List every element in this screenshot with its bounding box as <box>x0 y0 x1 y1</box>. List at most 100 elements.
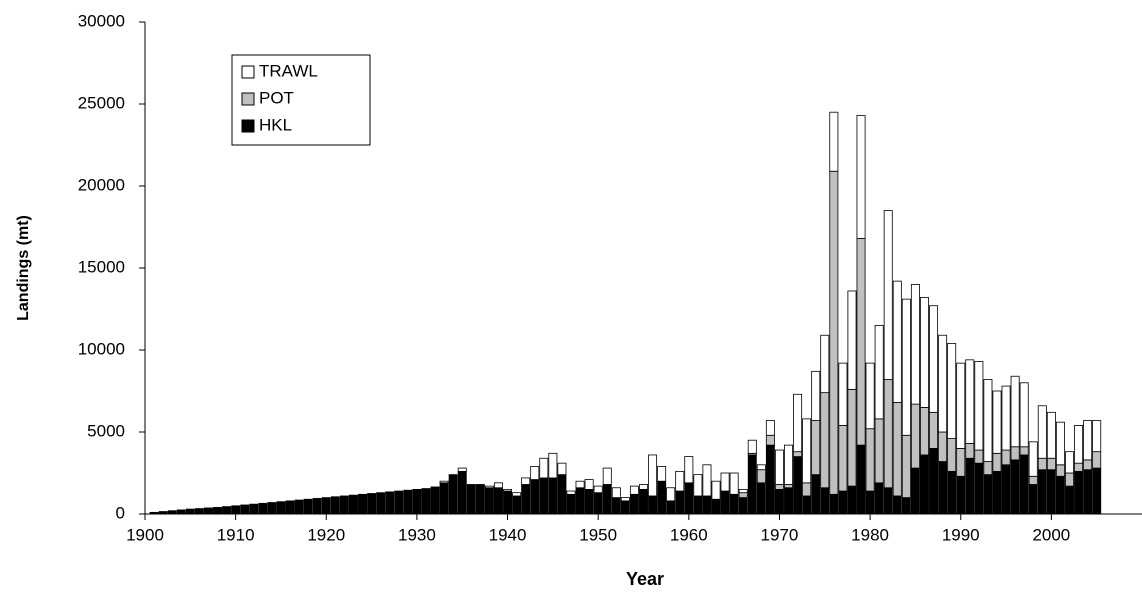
bar-segment <box>1055 421 1065 466</box>
bar-segment <box>648 454 658 497</box>
bar-segment <box>666 500 676 515</box>
bar-segment <box>793 451 803 457</box>
legend-swatch <box>241 92 255 106</box>
bar-segment <box>929 305 939 413</box>
bar-segment <box>494 482 503 489</box>
bar-segment <box>947 343 957 439</box>
x-tick-label: 1970 <box>761 525 799 544</box>
bar-segment <box>1065 451 1074 474</box>
bar-segment <box>738 492 748 498</box>
bar-segment <box>901 434 911 498</box>
x-tick-label: 1960 <box>670 525 708 544</box>
bar-segment <box>412 488 422 515</box>
bar-segment <box>729 493 739 515</box>
bar-segment <box>575 487 585 515</box>
bar-segment <box>466 484 476 515</box>
bar-segment <box>865 428 875 492</box>
bar-segment <box>348 494 358 515</box>
bar-segment <box>203 507 213 515</box>
x-tick-label: 1990 <box>942 525 980 544</box>
bar-segment <box>593 492 603 515</box>
bar-segment <box>629 485 639 495</box>
bar-segment <box>1065 472 1074 487</box>
bar-segment <box>1019 454 1029 515</box>
bar-segment <box>1019 446 1029 456</box>
bar-segment <box>856 115 866 239</box>
bar-segment <box>611 497 621 515</box>
bar-segment <box>865 362 875 430</box>
bar-segment <box>811 474 821 515</box>
y-tick-label: 25000 <box>78 93 125 112</box>
bar-segment <box>693 495 703 515</box>
bar-segment <box>1001 464 1011 515</box>
bar-segment <box>376 492 386 515</box>
legend-label: HKL <box>259 115 292 134</box>
bar-segment <box>512 495 522 515</box>
bar-segment <box>901 298 911 436</box>
bar-segment <box>484 487 494 515</box>
bar-segment <box>965 457 975 515</box>
bar-segment <box>983 474 993 515</box>
bar-segment <box>765 444 775 515</box>
bar-segment <box>738 497 748 515</box>
bar-segment <box>947 438 957 472</box>
bar-segment <box>765 420 775 436</box>
bar-segment <box>702 464 712 497</box>
bar-segment <box>892 495 902 515</box>
bar-segment <box>566 490 576 495</box>
bar-segment <box>358 493 368 515</box>
bar-segment <box>530 479 540 515</box>
bar-segment <box>240 504 250 515</box>
bar-segment <box>1055 464 1065 477</box>
bar-segment <box>457 467 467 472</box>
bar-segment <box>684 482 694 515</box>
bar-segment <box>530 466 540 480</box>
bar-segment <box>620 497 630 502</box>
bar-segment <box>639 488 648 515</box>
bar-segment <box>811 420 821 476</box>
bar-segment <box>1046 411 1056 459</box>
bar-segment <box>774 484 784 490</box>
bar-segment <box>910 283 920 405</box>
bar-segment <box>983 461 993 476</box>
bar-segment <box>448 474 458 515</box>
bar-segment <box>185 508 195 515</box>
x-axis-label: Year <box>626 569 664 589</box>
bar-segment <box>176 509 186 515</box>
bar-segment <box>484 485 494 489</box>
bar-segment <box>1028 484 1038 515</box>
bar-segment <box>802 418 812 484</box>
bar-segment <box>847 388 857 487</box>
bar-segment <box>747 439 757 454</box>
x-tick-label: 1930 <box>398 525 436 544</box>
x-tick-label: 1980 <box>851 525 889 544</box>
bar-segment <box>258 502 268 515</box>
bar-segment <box>294 499 304 515</box>
x-tick-label: 1900 <box>126 525 164 544</box>
bar-segment <box>1010 459 1020 515</box>
bar-segment <box>883 487 893 515</box>
bar-segment <box>648 495 658 515</box>
bar-segment <box>1074 425 1084 464</box>
bar-segment <box>829 111 839 172</box>
bar-segment <box>938 461 948 515</box>
bar-segment <box>956 447 966 477</box>
bar-segment <box>793 456 803 515</box>
bar-segment <box>267 502 277 515</box>
bar-segment <box>747 454 757 515</box>
x-tick-label: 2000 <box>1032 525 1070 544</box>
x-tick-label: 1910 <box>217 525 255 544</box>
bar-segment <box>874 324 884 420</box>
legend-swatch <box>241 119 255 133</box>
bar-segment <box>793 393 803 453</box>
bar-segment <box>838 490 848 515</box>
bar-segment <box>910 403 920 469</box>
bar-segment <box>702 495 712 515</box>
bar-segment <box>1074 462 1084 472</box>
bar-segment <box>829 493 839 515</box>
bar-segment <box>847 290 857 390</box>
bar-segment <box>222 506 232 515</box>
x-tick-label: 1940 <box>489 525 527 544</box>
bar-segment <box>1001 385 1011 451</box>
